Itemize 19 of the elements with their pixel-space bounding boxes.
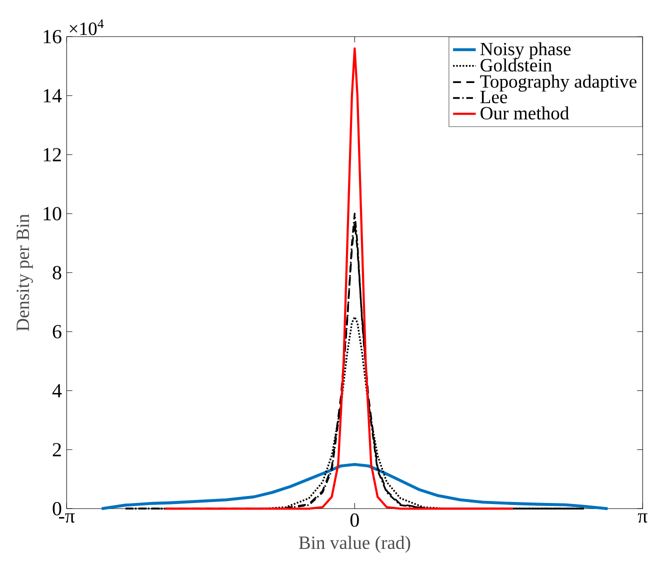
- x-tick-label: π: [638, 513, 648, 523]
- y-tick-label: 14: [44, 89, 62, 102]
- legend-label: Noisy phase: [480, 42, 571, 60]
- y-tick-label: 6: [52, 324, 62, 338]
- legend-label: Lee: [480, 90, 508, 104]
- y-axis-title: Density per Bin: [16, 214, 33, 332]
- legend-label: Our method: [480, 106, 569, 120]
- y-tick-label: 16: [44, 30, 62, 44]
- y-tick-label: 10: [44, 206, 62, 220]
- text: ×10$^{4}$: [70, 19, 104, 36]
- y-tick-label: 8: [52, 266, 62, 280]
- y-tick-label: 12: [44, 148, 61, 162]
- legend-label: Topography adaptive: [480, 74, 636, 92]
- y-tick-label: 4: [52, 384, 62, 398]
- legend-label: Goldstein: [480, 58, 552, 72]
- x-tick-label: 0: [350, 513, 359, 527]
- y-tick-label: 2: [52, 443, 61, 456]
- x-tick-label: -π: [59, 513, 75, 523]
- x-axis-title: Bin value (rad): [298, 536, 410, 553]
